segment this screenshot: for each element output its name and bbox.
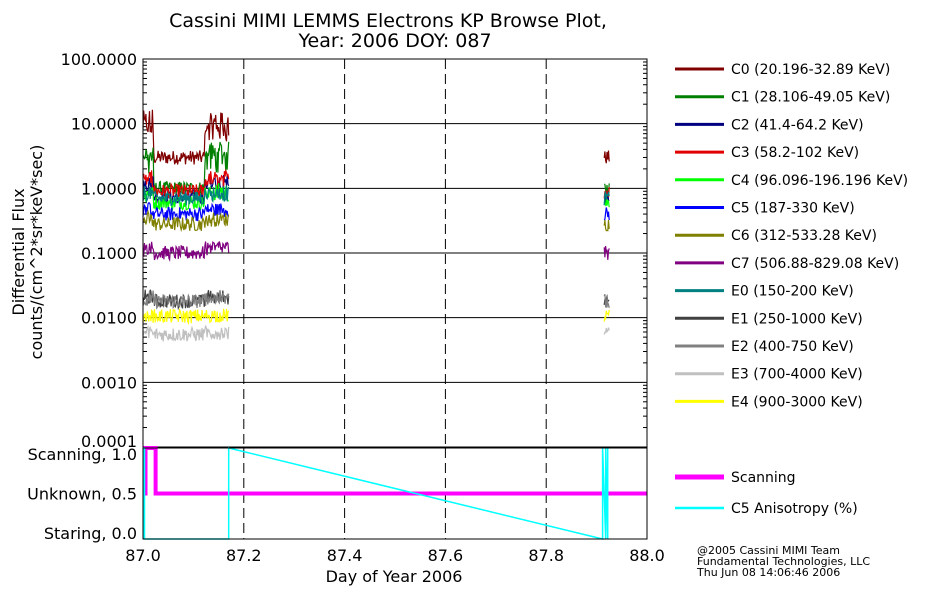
flux-series-line [142, 241, 230, 263]
flux-y-axis-label-line-2: counts/(cm^2*sr*keV*sec) [27, 145, 46, 360]
flux-panel-series [142, 109, 610, 342]
legend-label: C0 (20.196-32.89 KeV) [731, 62, 890, 78]
x-tick-label: 87.4 [327, 546, 363, 565]
credit-line-1: @2005 Cassini MIMI Team [697, 544, 840, 557]
legend-label: Scanning [731, 470, 796, 486]
x-tick-label: 87.8 [528, 546, 564, 565]
flux-series-line [603, 309, 610, 322]
legend-label: E0 (150-200 KeV) [731, 284, 854, 300]
mode-y-tick-label: Staring, 0.0 [44, 524, 137, 543]
legend-label: E4 (900-3000 KeV) [731, 394, 863, 410]
x-tick-label: 88.0 [629, 546, 665, 565]
flux-panel-grid [143, 59, 647, 447]
mode-series-line [143, 446, 647, 496]
x-tick-label: 87.0 [125, 546, 161, 565]
flux-y-tick-label: 100.0000 [61, 50, 137, 69]
flux-series-line [142, 324, 230, 342]
legend-label: C4 (96.096-196.196 KeV) [731, 173, 908, 189]
legend-label: C5 Anisotropy (%) [731, 501, 858, 517]
flux-series-line [603, 327, 610, 335]
legend-label: C7 (506.88-829.08 KeV) [731, 256, 899, 272]
flux-y-axis-label-line-1: Differential Flux [9, 188, 28, 315]
flux-series-line [603, 207, 610, 221]
flux-series-line [603, 150, 610, 164]
flux-series-line [603, 294, 610, 309]
mode-legend: Scanning C5 Anisotropy (%) [675, 470, 858, 517]
legend-label: E2 (400-750 KeV) [731, 339, 854, 355]
legend-label: E1 (250-1000 KeV) [731, 311, 863, 327]
legend-label: C5 (187-330 KeV) [731, 201, 855, 217]
flux-series-line [603, 198, 610, 208]
flux-series-line [142, 185, 230, 207]
flux-y-tick-label: 0.0100 [81, 309, 137, 328]
flux-y-tick-label: 0.0001 [81, 432, 137, 451]
mode-y-tick-label: Scanning, 1.0 [28, 445, 137, 464]
legend-label: C3 (58.2-102 KeV) [731, 145, 859, 161]
mode-panel-frame [142, 447, 648, 540]
x-tick-labels: 87.0 87.2 87.4 87.6 87.8 88.0 [125, 546, 665, 565]
flux-y-tick-label: 1.0000 [81, 179, 137, 198]
flux-panel-frame [142, 58, 648, 448]
flux-y-tick-labels: 100.0000 10.0000 1.0000 0.1000 0.0100 0.0010 0… [61, 50, 137, 451]
flux-series-line [142, 168, 230, 199]
flux-y-tick-label: 10.0000 [71, 115, 137, 134]
chart-title-line-2: Year: 2006 DOY: 087 [297, 30, 491, 52]
x-axis-label: Day of Year 2006 [326, 567, 463, 586]
flux-series-line [142, 290, 230, 310]
flux-y-tick-label: 0.1000 [81, 244, 137, 263]
x-tick-label: 87.2 [226, 546, 262, 565]
mode-y-tick-label: Unknown, 0.5 [27, 485, 137, 504]
legend-label: C2 (41.4-64.2 KeV) [731, 117, 864, 133]
chart-title-line-1: Cassini MIMI LEMMS Electrons KP Browse P… [169, 10, 607, 32]
mode-panel-series [143, 446, 647, 540]
credit-line-2: Fundamental Technologies, LLC [697, 555, 870, 568]
mode-y-tick-labels: Scanning, 1.0 Unknown, 0.5 Staring, 0.0 [27, 445, 137, 543]
legend-label: C1 (28.106-49.05 KeV) [731, 90, 890, 106]
legend-label: C6 (312-533.28 KeV) [731, 228, 877, 244]
flux-series-line [603, 191, 610, 206]
flux-series-line [142, 109, 230, 165]
flux-legend: C0 (20.196-32.89 KeV) C1 (28.106-49.05 Ke… [675, 62, 908, 410]
flux-series-line [142, 289, 230, 311]
legend-label: E3 (700-4000 KeV) [731, 367, 863, 383]
flux-series-line [142, 307, 230, 326]
credit-line-3: Thu Jun 08 14:06:46 2006 [696, 566, 840, 579]
flux-series-line [142, 202, 230, 223]
flux-series-line [603, 220, 610, 232]
flux-series-line [603, 245, 610, 260]
flux-series-line [142, 209, 230, 233]
x-tick-label: 87.6 [428, 546, 464, 565]
flux-y-tick-label: 0.0010 [81, 373, 137, 392]
